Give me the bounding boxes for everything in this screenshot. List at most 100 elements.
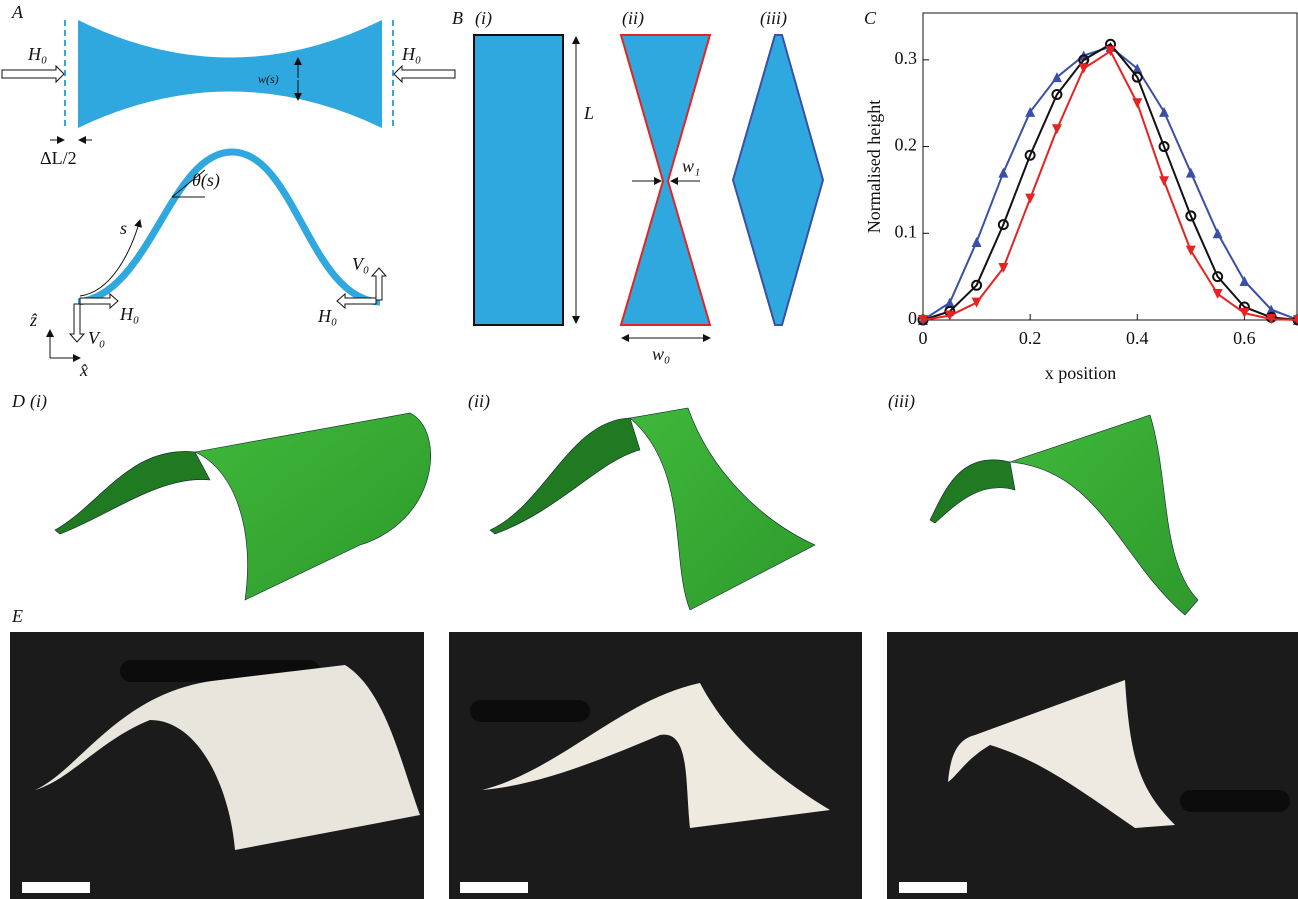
- data-point: [1293, 315, 1298, 325]
- data-point: [1185, 210, 1197, 222]
- y-axis-label: Normalised height: [864, 100, 884, 233]
- sheet-inner: [929, 459, 1016, 524]
- arc-arrow: [79, 219, 142, 297]
- data-point: [997, 219, 1009, 231]
- sheet-face: [193, 412, 431, 601]
- data-point: [918, 315, 928, 325]
- data-point: [998, 167, 1009, 178]
- data-point: [1185, 245, 1196, 256]
- subpanel-label: (i): [475, 8, 492, 29]
- data-point: [1078, 63, 1089, 74]
- data-point: [971, 297, 982, 308]
- subpanel-label: (ii): [468, 391, 490, 412]
- x-axis-label: x position: [1045, 363, 1117, 383]
- label: w₀: [652, 344, 670, 364]
- buckled-strip: [77, 148, 381, 306]
- label: H₀: [317, 306, 337, 326]
- tapered-strip: [78, 20, 382, 128]
- photo: [10, 632, 424, 899]
- scale-bar: [460, 882, 528, 893]
- data-point: [1131, 71, 1143, 83]
- hourglass-strip: [619, 34, 712, 326]
- sheet-inner: [54, 451, 211, 535]
- data-point: [998, 262, 1009, 273]
- x-tick-label: 0.2: [1019, 328, 1042, 348]
- tangent: [171, 169, 206, 198]
- label: H₀: [401, 44, 421, 64]
- force-arrow: [1, 64, 65, 84]
- label: x̂: [79, 360, 88, 380]
- sheet: [35, 665, 420, 850]
- panel-label: B: [452, 8, 463, 28]
- scale-bar: [22, 882, 90, 893]
- data-point: [1266, 304, 1277, 315]
- data-point: [1266, 314, 1277, 325]
- data-point: [1132, 63, 1143, 74]
- data-point: [1051, 124, 1062, 135]
- subpanel-label: (ii): [622, 8, 644, 29]
- label: θ(s): [192, 170, 220, 191]
- panel-label: E: [11, 606, 23, 626]
- subpanel-label: (i): [30, 391, 47, 412]
- y-tick-label: 0: [908, 308, 917, 328]
- sheet-inner: [489, 417, 641, 535]
- data-point: [971, 236, 982, 247]
- data-point: [1239, 275, 1250, 286]
- label: s: [120, 218, 127, 238]
- label: ẑ: [29, 310, 38, 330]
- data-point: [944, 297, 955, 308]
- data-point: [1158, 141, 1170, 153]
- subpanel-label: (iii): [760, 8, 787, 29]
- data-point: [1025, 106, 1036, 117]
- y-tick-label: 0.2: [895, 135, 918, 155]
- sheet: [948, 680, 1175, 828]
- data-point: [1024, 149, 1036, 161]
- data-point: [1212, 288, 1223, 299]
- panel-label: A: [11, 2, 24, 22]
- sheet-render: [489, 407, 816, 611]
- data-point: [1159, 176, 1170, 187]
- label: H₀: [27, 44, 47, 64]
- y-tick-label: 0.3: [895, 48, 918, 68]
- force-arrow: [336, 292, 377, 310]
- label: ΔL/2: [40, 148, 77, 168]
- y-tick-label: 0.1: [895, 221, 918, 241]
- slot: [1180, 790, 1290, 812]
- label: V₀: [88, 328, 105, 348]
- data-point: [1105, 46, 1116, 57]
- diamond-strip: [731, 34, 825, 326]
- force-arrow: [79, 292, 119, 310]
- plot-frame: [922, 12, 1298, 321]
- series-line: [922, 42, 1298, 321]
- photo-background: [449, 632, 862, 899]
- rectangle-strip: [473, 34, 564, 326]
- sheet-render: [54, 412, 431, 601]
- data-point: [1025, 193, 1036, 204]
- data-point: [1239, 308, 1250, 319]
- data-point: [944, 310, 955, 321]
- data-point: [1185, 167, 1196, 178]
- chart: 0 0.1 0.2 0.3 0 0.2 0.4 0.6 x position Normalised…: [864, 12, 1298, 383]
- data-point: [1159, 106, 1170, 117]
- data-point: [1212, 271, 1224, 283]
- panel-label: C: [864, 8, 877, 28]
- data-point: [1051, 89, 1063, 101]
- label: w₁: [682, 156, 700, 176]
- data-point: [1051, 72, 1062, 83]
- sheet-face: [629, 407, 816, 611]
- force-arrow: [68, 303, 86, 343]
- label: w(s): [258, 72, 279, 86]
- subpanel-label: (iii): [888, 391, 915, 412]
- sheet-render: [929, 414, 1199, 616]
- label: V₀: [352, 254, 369, 274]
- label: H₀: [119, 304, 139, 324]
- sheet-face: [1009, 414, 1199, 616]
- data-point: [1212, 228, 1223, 239]
- x-tick-label: 0.4: [1126, 328, 1149, 348]
- sheet: [482, 683, 830, 828]
- x-tick-label: 0.6: [1233, 328, 1256, 348]
- panel-label: D: [11, 391, 25, 411]
- data-point: [1132, 98, 1143, 109]
